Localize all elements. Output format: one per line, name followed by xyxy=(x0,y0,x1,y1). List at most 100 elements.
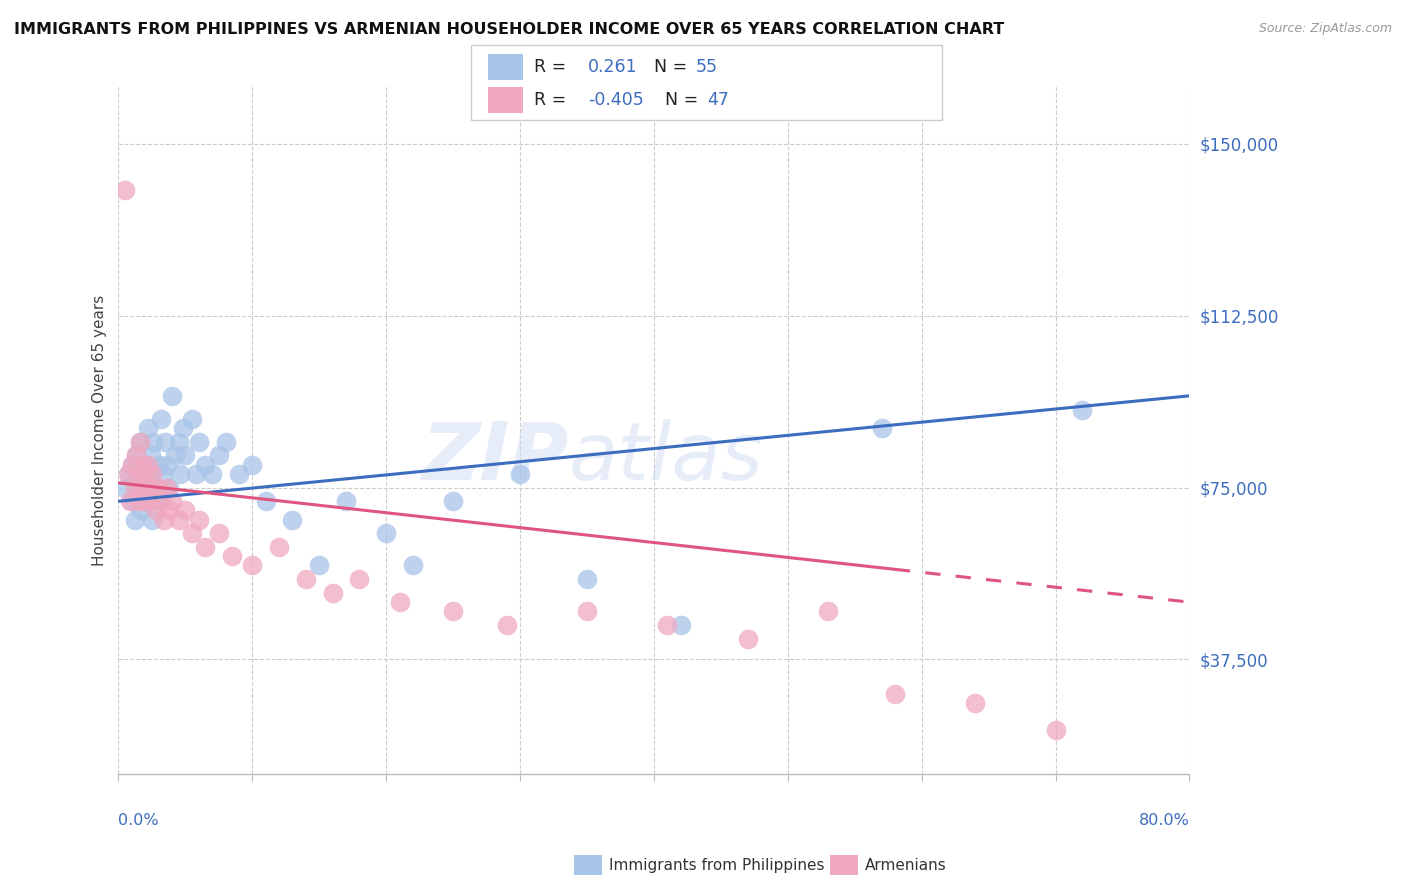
Point xyxy=(495,618,517,632)
Text: IMMIGRANTS FROM PHILIPPINES VS ARMENIAN HOUSEHOLDER INCOME OVER 65 YEARS CORRELA: IMMIGRANTS FROM PHILIPPINES VS ARMENIAN … xyxy=(14,22,1004,37)
Point xyxy=(441,494,464,508)
Point xyxy=(150,494,173,508)
Text: R =: R = xyxy=(534,58,572,76)
Point xyxy=(153,513,176,527)
Point xyxy=(155,434,177,449)
Text: 0.261: 0.261 xyxy=(588,58,637,76)
Point xyxy=(152,467,174,481)
Point xyxy=(737,632,759,646)
Point xyxy=(295,572,318,586)
Point xyxy=(181,411,204,425)
Point xyxy=(349,572,371,586)
Point xyxy=(125,449,148,463)
Point xyxy=(128,471,150,485)
Text: N =: N = xyxy=(654,58,693,76)
Point xyxy=(240,558,263,573)
Point xyxy=(135,481,157,495)
Text: N =: N = xyxy=(665,91,704,109)
Point xyxy=(308,558,330,573)
Point xyxy=(208,449,231,463)
Text: 47: 47 xyxy=(707,91,730,109)
Point xyxy=(181,526,204,541)
Point xyxy=(145,481,167,495)
Point xyxy=(128,467,150,481)
Point xyxy=(322,586,344,600)
Point xyxy=(441,604,464,618)
Point xyxy=(254,494,277,508)
Point xyxy=(157,503,180,517)
Point xyxy=(194,458,217,472)
Point xyxy=(134,467,156,481)
Point xyxy=(142,434,165,449)
Point xyxy=(187,513,209,527)
Point xyxy=(156,481,179,495)
Y-axis label: Householder Income Over 65 years: Householder Income Over 65 years xyxy=(93,294,107,566)
Point xyxy=(335,494,357,508)
Point xyxy=(128,434,150,449)
Point xyxy=(965,696,987,710)
Text: atlas: atlas xyxy=(568,418,763,497)
Point xyxy=(150,411,173,425)
Point xyxy=(148,481,170,495)
Point xyxy=(174,503,197,517)
Point xyxy=(121,458,143,472)
Point xyxy=(141,467,163,481)
Point xyxy=(402,558,425,573)
Point xyxy=(136,421,159,435)
Point xyxy=(214,434,236,449)
Point xyxy=(148,458,170,472)
Point xyxy=(141,467,163,481)
Point xyxy=(194,540,217,554)
Point xyxy=(156,458,179,472)
Text: R =: R = xyxy=(534,91,572,109)
Point xyxy=(148,494,170,508)
Point xyxy=(132,494,155,508)
Point xyxy=(141,513,163,527)
Point xyxy=(669,618,692,632)
Point xyxy=(132,481,155,495)
Point xyxy=(145,503,167,517)
Text: 0.0%: 0.0% xyxy=(118,813,159,828)
Point xyxy=(118,467,141,481)
Text: 80.0%: 80.0% xyxy=(1139,813,1189,828)
Point xyxy=(509,467,531,481)
Point xyxy=(121,494,143,508)
Point xyxy=(129,503,152,517)
Point xyxy=(657,618,679,632)
Point xyxy=(184,467,207,481)
Point xyxy=(883,687,905,701)
Point xyxy=(128,434,150,449)
Point xyxy=(139,449,162,463)
Point xyxy=(138,475,160,490)
Point xyxy=(208,526,231,541)
Point xyxy=(375,526,398,541)
Point xyxy=(201,467,224,481)
Point xyxy=(117,467,139,481)
Point xyxy=(167,434,190,449)
Point xyxy=(135,494,157,508)
Text: 55: 55 xyxy=(696,58,718,76)
Point xyxy=(121,458,143,472)
Point xyxy=(160,389,183,403)
Point xyxy=(134,458,156,472)
Point xyxy=(870,421,893,435)
Point xyxy=(172,421,194,435)
Point xyxy=(221,549,243,564)
Point xyxy=(240,458,263,472)
Point xyxy=(114,481,136,495)
Point xyxy=(167,513,190,527)
Point xyxy=(228,467,250,481)
Point xyxy=(131,458,153,472)
Point xyxy=(131,467,153,481)
Point xyxy=(163,449,186,463)
Text: ZIP: ZIP xyxy=(420,418,568,497)
Point xyxy=(128,494,150,508)
Point xyxy=(267,540,290,554)
Point xyxy=(120,494,142,508)
Point xyxy=(281,513,304,527)
Text: Armenians: Armenians xyxy=(865,858,946,872)
Point xyxy=(174,449,197,463)
Point xyxy=(124,481,146,495)
Point xyxy=(575,604,598,618)
Point xyxy=(1045,723,1067,738)
